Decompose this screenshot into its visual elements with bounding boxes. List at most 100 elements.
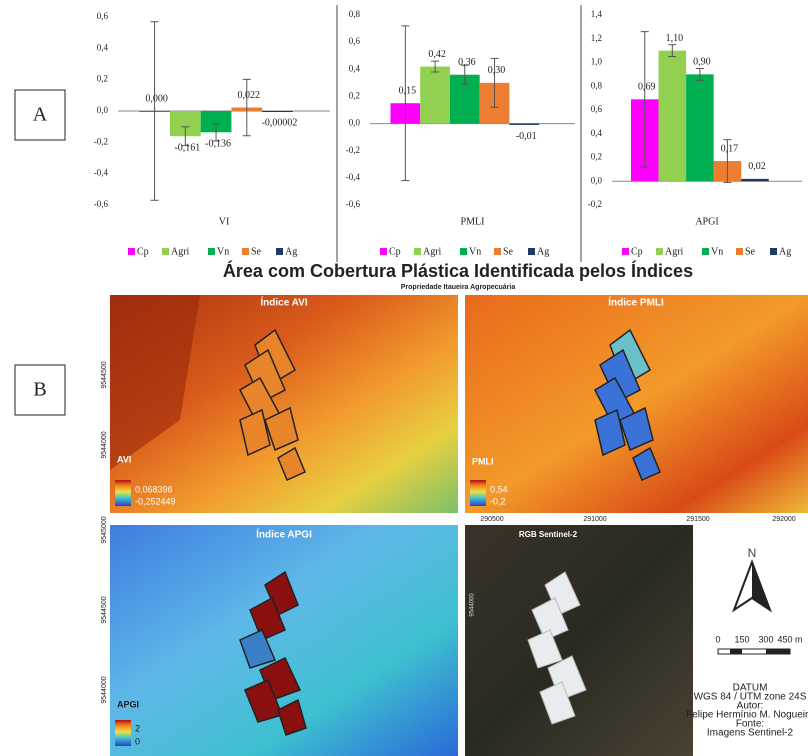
legend-label: Se xyxy=(745,246,756,257)
legend-label: Cp xyxy=(631,246,643,257)
y-tick-label: 0,8 xyxy=(349,9,361,19)
bar xyxy=(686,74,714,181)
credits: DATUM WGS 84 / UTM zone 24S Autor: Felip… xyxy=(686,683,808,739)
legend-swatch xyxy=(622,248,629,255)
value-label: 0,36 xyxy=(458,57,476,68)
legend-swatch xyxy=(528,248,535,255)
y-tick-label: -0,4 xyxy=(94,168,109,178)
legend-label: Agri xyxy=(665,246,684,257)
y-tick-label: 0,2 xyxy=(591,152,602,162)
legend-label: Ag xyxy=(779,246,791,257)
y-tick-label: 0,6 xyxy=(349,36,361,46)
color-ramp xyxy=(115,720,131,746)
map-legend-max: 0,54 xyxy=(490,484,508,494)
value-label: 0,30 xyxy=(488,65,506,76)
y-tick-label: -0,2 xyxy=(94,136,108,146)
legend-label: Se xyxy=(251,246,262,257)
legend-label: Vn xyxy=(217,246,229,257)
legend-swatch xyxy=(128,248,135,255)
map-x-label: 292000 xyxy=(772,516,795,523)
scale-label: 300 xyxy=(758,634,773,644)
value-label: 0,000 xyxy=(145,93,168,104)
y-tick-label: 0,8 xyxy=(591,80,603,90)
scale-label: 450 m xyxy=(777,634,802,644)
legend-swatch xyxy=(276,248,283,255)
scale-bar xyxy=(730,649,742,654)
legend-swatch xyxy=(242,248,249,255)
map-panel-title: RGB Sentinel-2 xyxy=(519,530,578,539)
map-panel-title: Índice PMLI xyxy=(608,296,664,309)
y-tick-label: 1,2 xyxy=(591,33,602,43)
legend-label: Se xyxy=(503,246,514,257)
bar xyxy=(509,124,539,125)
map-legend-title: APGI xyxy=(117,699,139,709)
legend-label: Cp xyxy=(389,246,401,257)
map-image xyxy=(465,295,808,513)
legend-swatch xyxy=(414,248,421,255)
value-label: -0,136 xyxy=(205,139,231,150)
legend-label: Ag xyxy=(537,246,549,257)
map-legend-min: -0,252449 xyxy=(135,496,176,506)
x-category-label: PMLI xyxy=(461,216,485,227)
value-label: 0,02 xyxy=(748,161,766,172)
legend-swatch xyxy=(380,248,387,255)
y-tick-label: -0,2 xyxy=(346,145,360,155)
y-tick-label: 0,6 xyxy=(591,104,603,114)
map-y-label: 9544000 xyxy=(101,676,108,703)
y-tick-label: 1,4 xyxy=(591,9,603,19)
map-legend-title: PMLI xyxy=(472,456,494,466)
map-title: Área com Cobertura Plástica Identificada… xyxy=(223,260,693,281)
color-ramp xyxy=(115,480,131,506)
credit: Imagens Sentinel-2 xyxy=(707,728,794,739)
y-tick-label: 0,2 xyxy=(349,90,360,100)
legend-swatch xyxy=(162,248,169,255)
map-x-label: 290500 xyxy=(480,516,503,523)
legend-swatch xyxy=(656,248,663,255)
map-y-label: 9544500 xyxy=(101,361,108,388)
x-category-label: VI xyxy=(219,216,230,227)
y-tick-label: 0,0 xyxy=(97,105,109,115)
legend-swatch xyxy=(494,248,501,255)
y-tick-label: -0,6 xyxy=(94,199,109,209)
map-panel-title: Índice APGI xyxy=(256,528,312,541)
y-tick-label: 0,0 xyxy=(349,118,361,128)
bar xyxy=(420,67,450,124)
legend-swatch xyxy=(208,248,215,255)
map-x-label: 291500 xyxy=(686,516,709,523)
value-label: 0,15 xyxy=(399,86,417,97)
y-tick-label: 0,6 xyxy=(97,11,109,21)
color-ramp xyxy=(470,480,486,506)
map-y-label: 9544000 xyxy=(101,431,108,458)
value-label: 0,022 xyxy=(238,90,261,101)
y-tick-label: -0,6 xyxy=(346,199,361,209)
panel-label: B xyxy=(33,379,46,401)
map-y-label: 9544000 xyxy=(470,593,476,617)
map-y-label: 9545000 xyxy=(101,516,108,543)
bar xyxy=(659,51,687,182)
y-tick-label: 0,4 xyxy=(591,128,603,138)
y-tick-label: -0,4 xyxy=(346,172,361,182)
y-tick-label: 0,4 xyxy=(97,42,109,52)
value-label: 0,17 xyxy=(721,143,739,154)
map-legend-min: 0 xyxy=(135,736,140,746)
figure: A B Área com Cobertura Plástica Identifi… xyxy=(0,0,808,756)
scale-label: 150 xyxy=(734,634,749,644)
value-label: -0,161 xyxy=(174,143,200,154)
legend-swatch xyxy=(702,248,709,255)
map-y-label: 9544500 xyxy=(101,596,108,623)
value-label: 0,42 xyxy=(428,49,446,60)
panel-label: A xyxy=(33,104,48,126)
legend-label: Cp xyxy=(137,246,149,257)
value-label: 1,10 xyxy=(666,33,684,44)
legend-swatch xyxy=(460,248,467,255)
map-image xyxy=(465,525,693,756)
map-legend-title: AVI xyxy=(117,454,131,464)
bar xyxy=(262,111,293,112)
legend-label: Vn xyxy=(469,246,481,257)
map-subtitle: Propriedade Itaueira Agropecuária xyxy=(401,284,516,291)
map-legend-min: -0,2 xyxy=(490,496,506,506)
value-label: 0,69 xyxy=(638,82,656,93)
map-x-label: 291000 xyxy=(583,516,606,523)
value-label: 0,90 xyxy=(693,57,711,68)
bar xyxy=(741,179,769,181)
